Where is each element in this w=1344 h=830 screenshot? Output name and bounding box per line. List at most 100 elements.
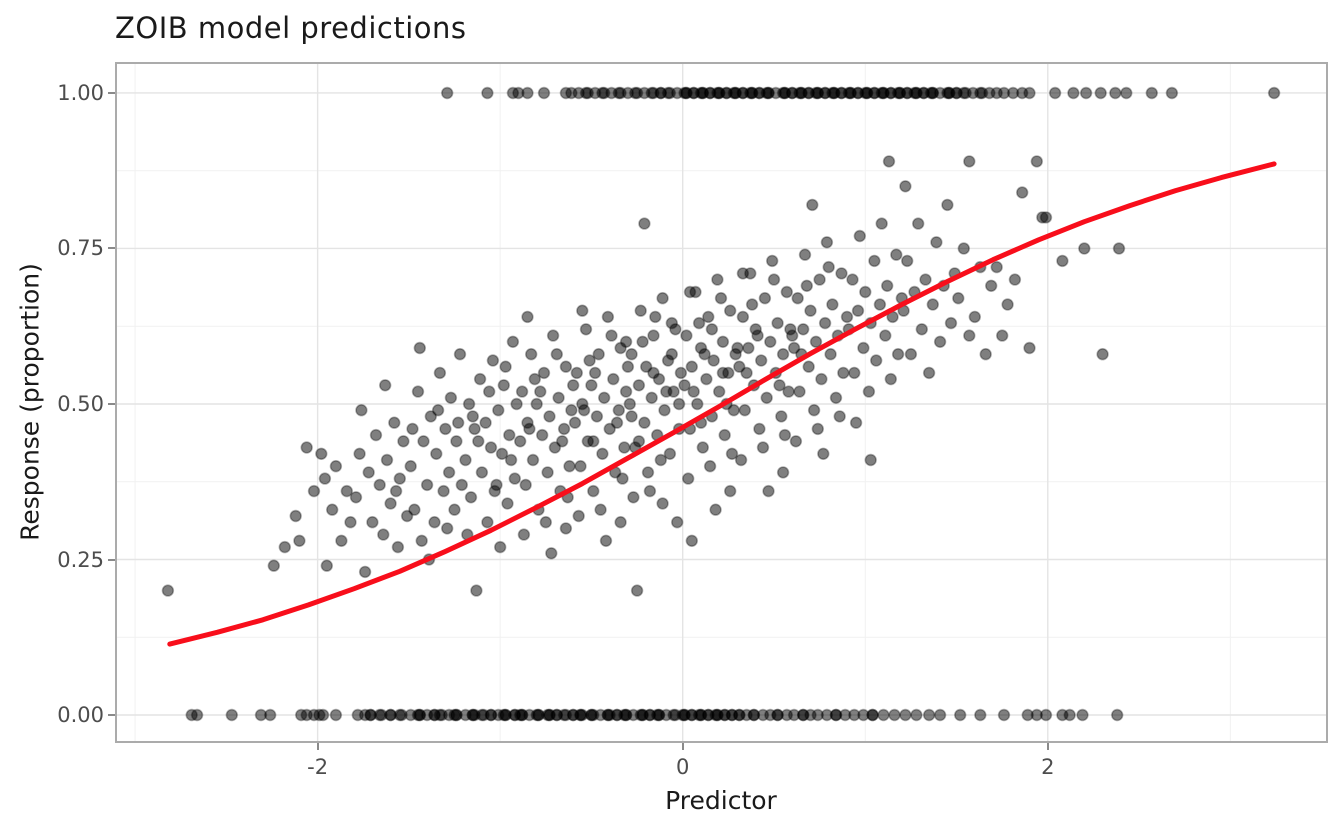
- y-tick-mark: [108, 247, 115, 250]
- data-point: [727, 404, 740, 417]
- data-point: [632, 435, 646, 448]
- data-point: [1008, 273, 1022, 286]
- data-point: [665, 316, 678, 330]
- data-point: [1096, 348, 1109, 361]
- data-point: [811, 422, 824, 436]
- data-point: [267, 559, 281, 572]
- data-point: [583, 354, 596, 367]
- data-point: [592, 348, 605, 361]
- data-point: [645, 391, 658, 404]
- data-point: [623, 397, 636, 411]
- data-point: [455, 478, 468, 492]
- data-point: [530, 397, 543, 411]
- data-point: [570, 366, 583, 380]
- model-prediction-curve: [167, 161, 1277, 647]
- data-point: [430, 447, 443, 460]
- data-point: [1030, 155, 1043, 168]
- y-tick-label: 0.00: [57, 703, 104, 727]
- data-point: [420, 478, 434, 492]
- plot-canvas: [115, 62, 1328, 743]
- data-point: [388, 416, 401, 429]
- data-point: [787, 341, 801, 355]
- data-point: [335, 534, 348, 547]
- data-point: [473, 372, 487, 386]
- data-point: [738, 404, 751, 417]
- data-point: [922, 708, 936, 722]
- y-tick-label: 0.50: [57, 391, 104, 416]
- data-point: [488, 484, 501, 498]
- data-point: [404, 460, 417, 473]
- data-point: [751, 329, 764, 342]
- data-point: [997, 708, 1011, 722]
- x-tick-label: 0: [676, 755, 690, 779]
- data-point: [806, 198, 819, 212]
- data-point: [723, 304, 737, 317]
- y-tick-mark: [108, 402, 115, 405]
- data-point: [826, 298, 839, 311]
- data-point: [782, 385, 795, 398]
- data-point: [525, 348, 538, 361]
- data-point: [506, 335, 520, 348]
- data-point: [492, 404, 505, 417]
- data-point: [818, 316, 832, 330]
- x-tick-label: -2: [307, 755, 329, 779]
- data-point: [734, 453, 748, 467]
- data-point: [610, 416, 624, 429]
- data-point: [778, 428, 792, 442]
- y-tick-label: 1.00: [57, 80, 104, 105]
- data-point: [680, 329, 693, 342]
- data-point: [568, 416, 582, 429]
- data-point: [798, 248, 812, 261]
- data-point: [577, 404, 591, 417]
- data-point: [603, 422, 616, 436]
- data-point: [307, 484, 321, 498]
- data-point: [647, 366, 660, 380]
- data-point: [1094, 86, 1107, 100]
- data-point: [619, 335, 633, 348]
- data-point: [718, 428, 731, 442]
- data-point: [800, 279, 813, 293]
- data-point: [318, 472, 332, 485]
- data-point: [775, 410, 788, 423]
- data-point: [1109, 86, 1122, 100]
- data-point: [464, 491, 478, 504]
- data-point: [849, 416, 863, 429]
- data-point: [919, 273, 932, 286]
- data-point: [647, 329, 660, 342]
- data-point: [521, 310, 534, 324]
- data-point: [815, 372, 828, 386]
- plot-panel: [115, 62, 1328, 743]
- data-point: [1001, 298, 1014, 311]
- data-point: [804, 304, 817, 317]
- data-point: [552, 391, 565, 404]
- data-point: [1078, 242, 1091, 255]
- data-point: [968, 310, 981, 324]
- data-point: [702, 310, 715, 324]
- data-point: [515, 385, 529, 398]
- data-point: [857, 341, 870, 355]
- data-point: [452, 416, 465, 429]
- y-tick-mark: [108, 714, 115, 716]
- data-point: [707, 354, 720, 367]
- data-point: [536, 428, 549, 442]
- data-point: [674, 366, 688, 380]
- data-point: [377, 528, 390, 541]
- data-point: [762, 484, 775, 498]
- data-point: [658, 404, 671, 417]
- data-point: [754, 354, 768, 367]
- data-point: [933, 335, 947, 348]
- data-point: [369, 428, 383, 442]
- data-point: [1067, 86, 1080, 100]
- data-point: [733, 360, 746, 373]
- data-point: [559, 522, 573, 535]
- data-point: [1056, 254, 1069, 268]
- data-point: [796, 323, 810, 336]
- data-point: [941, 198, 954, 212]
- data-point: [329, 460, 343, 473]
- data-point: [725, 447, 739, 460]
- data-point: [431, 404, 445, 417]
- x-tick-mark: [1046, 743, 1049, 750]
- y-axis-title: Response (proportion): [15, 263, 45, 541]
- data-point: [526, 453, 540, 467]
- data-point: [809, 335, 823, 348]
